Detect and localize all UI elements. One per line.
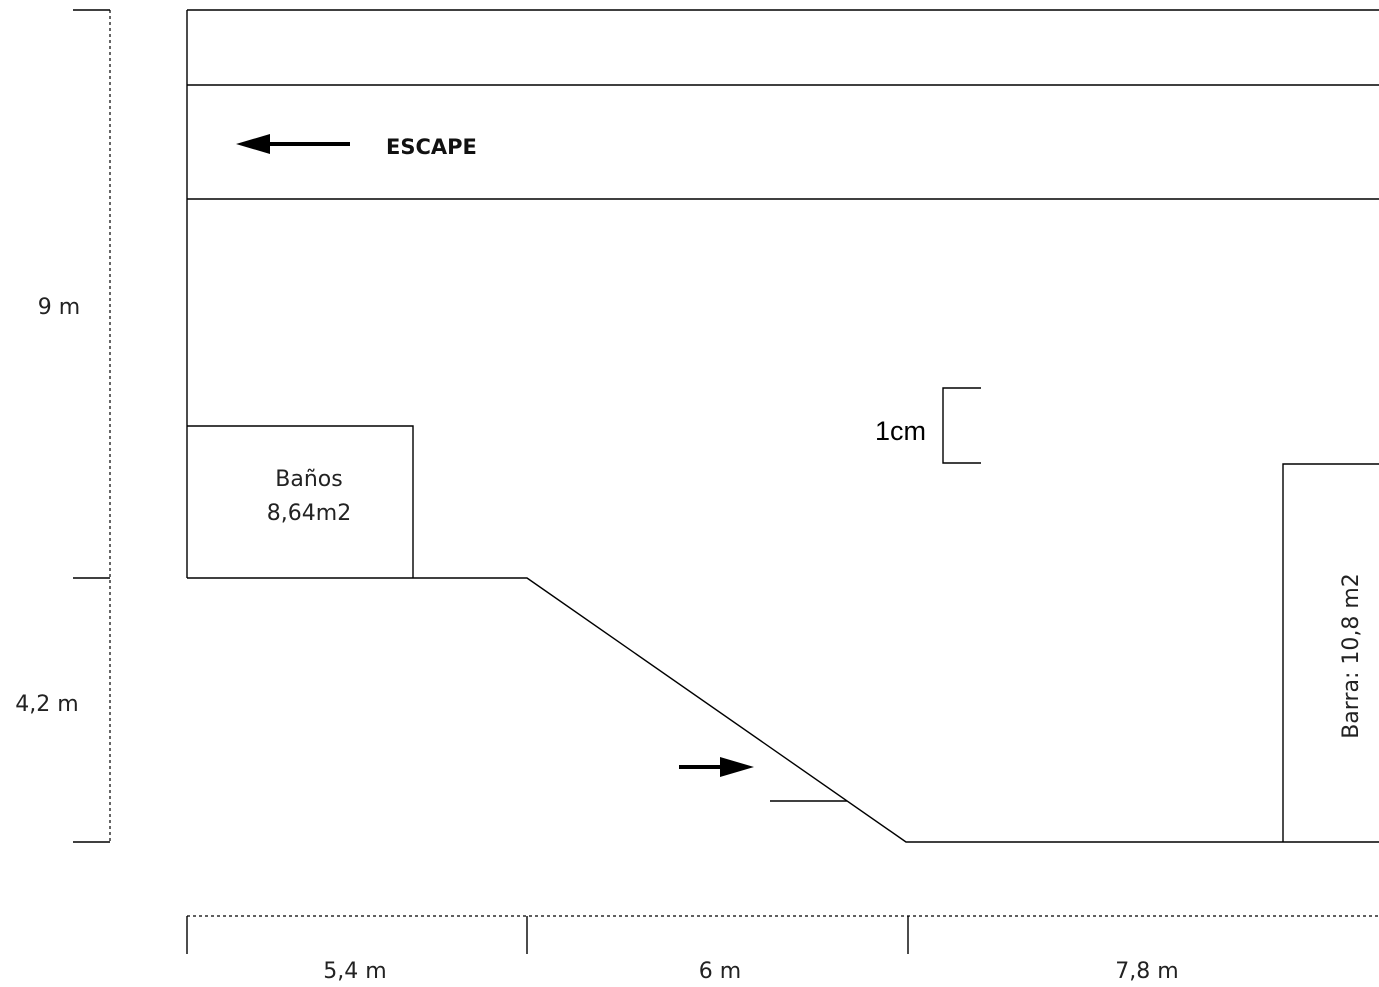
entrance-arrow: [679, 757, 847, 802]
entrance-arrow-head: [720, 757, 754, 777]
banos-area: 8,64m2: [267, 501, 351, 526]
horizontal-dimension: 5,4 m 6 m 7,8 m: [186, 915, 1379, 984]
escape-arrow: [236, 134, 350, 154]
scale-bracket: [942, 387, 981, 464]
escape-label: ESCAPE: [386, 135, 477, 159]
horizontal-dim-label-2: 6 m: [699, 959, 741, 984]
horizontal-dim-label-1: 5,4 m: [323, 959, 386, 984]
banos-outline: [187, 425, 414, 578]
scale-bar: 1cm: [875, 387, 981, 464]
banos-room: Baños 8,64m2: [187, 425, 414, 578]
walls: [186, 9, 1379, 843]
barra-counter: Barra: 10,8 m2: [1282, 463, 1379, 842]
barra-outline: [1282, 463, 1379, 842]
vertical-dim-label-2: 4,2 m: [15, 692, 78, 717]
vertical-dim-label-1: 9 m: [38, 295, 80, 320]
horizontal-dim-label-3: 7,8 m: [1115, 959, 1178, 984]
barra-label: Barra: 10,8 m2: [1339, 573, 1364, 739]
escape-arrow-head: [236, 134, 270, 154]
vertical-dimension: 9 m 4,2 m: [15, 9, 111, 843]
scale-label: 1cm: [875, 416, 926, 446]
bottom-wall: [187, 577, 1379, 843]
banos-name: Baños: [275, 467, 342, 492]
